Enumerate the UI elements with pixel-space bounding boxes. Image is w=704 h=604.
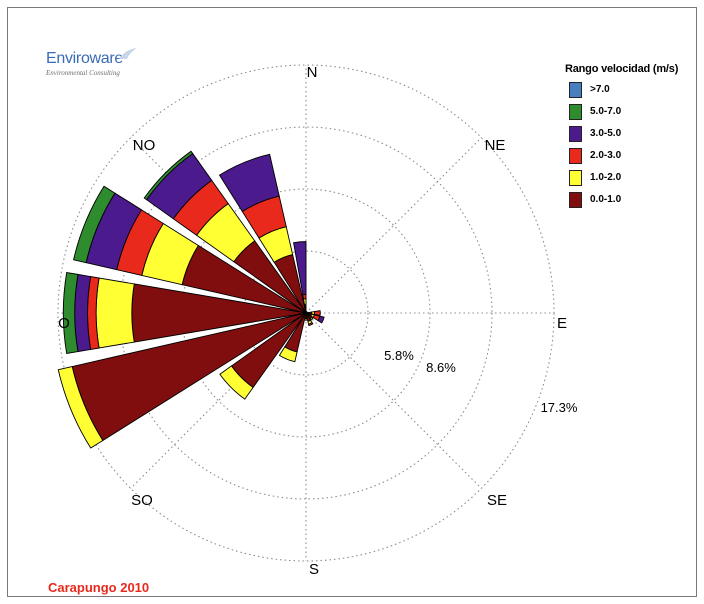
direction-label-s: S xyxy=(309,561,319,578)
petal-sso-1 xyxy=(278,346,298,363)
direction-label-so: SO xyxy=(131,492,153,509)
direction-label-no: NO xyxy=(133,137,156,154)
wind-rose-chart: N NE E SE S SO O NO 5.8% 8.6% 17.3% xyxy=(57,64,578,578)
ring-label-1: 5.8% xyxy=(384,348,414,363)
station-caption: Carapungo 2010 xyxy=(48,580,150,595)
legend-label: 2.0-3.0 xyxy=(590,150,622,161)
grid-ring-2 xyxy=(181,188,431,438)
legend-label: 1.0-2.0 xyxy=(590,172,622,183)
petal-n-3 xyxy=(293,241,307,296)
grid-spoke-ne xyxy=(305,137,482,314)
petal-nno-3 xyxy=(218,153,280,213)
petal-se-1 xyxy=(309,316,314,321)
petal-ono-4 xyxy=(73,185,116,264)
direction-label-n: N xyxy=(307,64,318,81)
legend-swatch xyxy=(569,126,582,142)
legend-items: >7.0 5.0-7.0 3.0-5.0 2.0-3.0 1.0-2.0 0.0-1.0 xyxy=(565,82,704,214)
legend-swatch xyxy=(569,104,582,120)
petal-no-4 xyxy=(143,150,194,201)
legend-title: Rango velocidad (m/s) xyxy=(565,63,679,75)
grid-spoke-se xyxy=(305,312,482,489)
legend-swatch xyxy=(569,170,582,186)
direction-label-e: E xyxy=(557,315,567,332)
legend-swatch xyxy=(569,192,582,208)
logo-name: Enviroware xyxy=(46,50,124,67)
direction-label-ne: NE xyxy=(485,137,506,154)
petal-sse-2 xyxy=(308,322,314,327)
petal-ese-3 xyxy=(317,315,325,324)
petal-oso-1 xyxy=(57,366,104,449)
chart-frame: N NE E SE S SO O NO 5.8% 8.6% 17.3% Enviroware Env… xyxy=(7,7,697,597)
petal-n-2 xyxy=(302,293,307,300)
direction-label-o: O xyxy=(58,315,70,332)
ring-label-3: 17.3% xyxy=(541,400,578,415)
direction-label-se: SE xyxy=(487,492,507,509)
legend-label: 0.0-1.0 xyxy=(590,194,622,205)
legend-item: 3.0-5.0 xyxy=(565,126,704,148)
legend-swatch xyxy=(569,82,582,98)
legend: Rango velocidad (m/s) >7.0 5.0-7.0 3.0-5.0… xyxy=(565,63,704,214)
legend-swatch xyxy=(569,148,582,164)
legend-item: >7.0 xyxy=(565,82,704,104)
logo-tagline: Environmental Consulting xyxy=(46,69,120,77)
petal-e-2 xyxy=(313,310,321,316)
petal-o-1 xyxy=(95,277,135,349)
ring-label-2: 8.6% xyxy=(426,360,456,375)
legend-item: 5.0-7.0 xyxy=(565,104,704,126)
petal-o-4 xyxy=(62,272,79,354)
legend-label: >7.0 xyxy=(590,84,610,95)
legend-item: 1.0-2.0 xyxy=(565,170,704,192)
legend-label: 3.0-5.0 xyxy=(590,128,622,139)
legend-item: 2.0-3.0 xyxy=(565,148,704,170)
petal-so-1 xyxy=(219,365,254,400)
petal-s-1 xyxy=(304,318,308,321)
logo-swoosh-icon xyxy=(119,48,137,59)
legend-item: 0.0-1.0 xyxy=(565,192,704,214)
enviroware-logo: Enviroware Environmental Consulting xyxy=(44,48,137,84)
legend-label: 5.0-7.0 xyxy=(590,106,622,117)
